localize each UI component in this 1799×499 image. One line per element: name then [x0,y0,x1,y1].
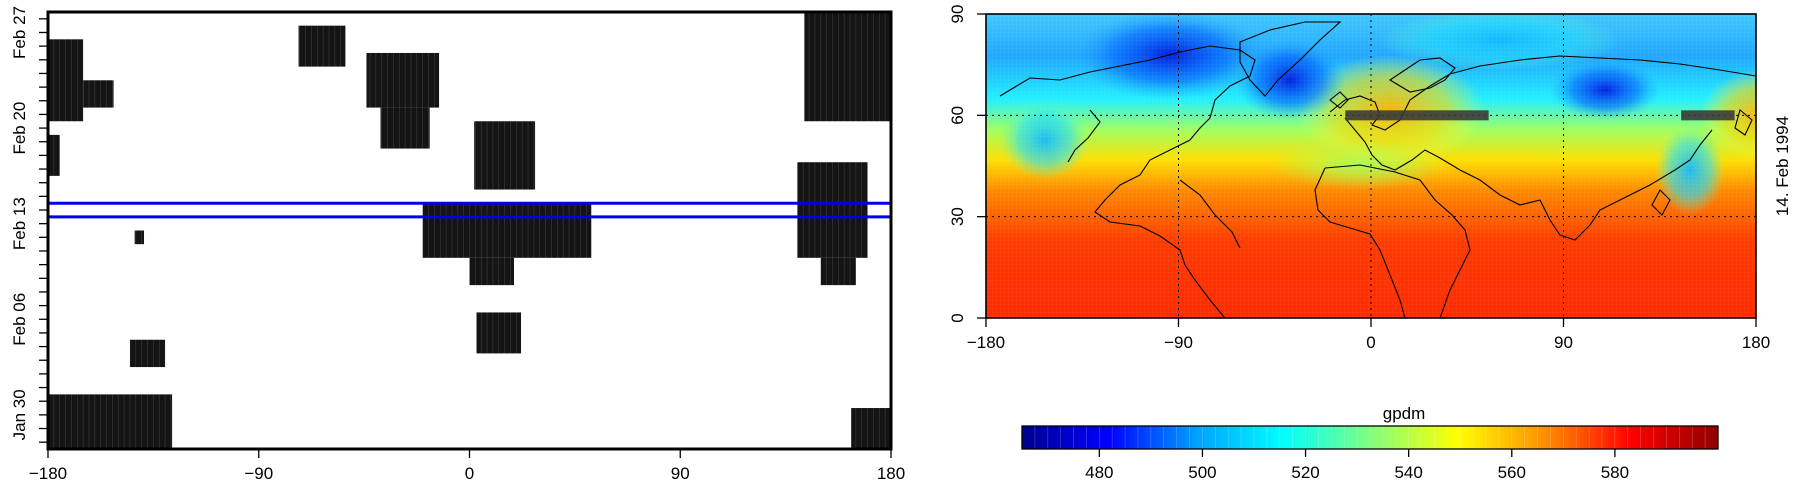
colorbar-frame [1021,425,1719,450]
left-y-tick-label: Feb 06 [10,293,29,346]
blocked-cell-4 [129,339,166,368]
left-y-tick-label: Jan 30 [10,389,29,440]
colorbar: gpdm 480 500 520 540 560 580 [1021,404,1719,482]
map-x-tick-label: 0 [1366,333,1375,352]
left-y-tick-label: Feb 20 [10,102,29,155]
blocked-cell-14 [797,162,868,258]
blocked-cell-5 [48,394,173,449]
map-field [986,14,1756,318]
blocked-cell-10 [422,203,592,258]
left-x-tick-label: 180 [877,464,905,483]
map-x-tick-label: −90 [1164,333,1193,352]
map-panel: −180 −90 0 90 180 0 30 60 90 14. Feb 1994 [948,5,1792,352]
map-x-tick-label: 90 [1554,333,1573,352]
map-y-axis: 0 30 60 90 [948,5,986,323]
blocked-cell-16 [851,408,891,449]
map-x-tick-label: −180 [967,333,1005,352]
left-y-tick-label: Feb 27 [10,6,29,59]
blocked-cell-7 [366,52,440,108]
left-x-tick-label: 90 [671,464,690,483]
blocked-cell-8 [380,107,430,149]
map-y-tick-label: 90 [948,5,967,24]
blocked-cell-12 [476,312,522,354]
colorbar-tick-label: 520 [1291,463,1319,482]
blocked-cell-11 [469,257,514,286]
blocked-bar-1 [1681,110,1735,121]
map-y-tick-label: 60 [948,106,967,125]
left-x-tick-label: −180 [29,464,67,483]
colorbar-tick-label: 480 [1085,463,1113,482]
blocked-cells [48,12,891,449]
colorbar-ramp [1022,426,1718,449]
blocked-cell-6 [298,25,346,67]
blocked-cell-13 [804,12,891,122]
marked-day-lines [48,201,891,219]
map-x-axis: −180 −90 0 90 180 [967,318,1770,352]
colorbar-ticks: 480 500 520 540 560 580 [1085,449,1629,482]
blocked-cell-3 [134,230,145,245]
blocked-bars [1345,110,1735,121]
left-x-tick-label: −90 [244,464,273,483]
blocked-cell-2 [48,134,60,176]
left-x-axis: −180 −90 0 90 180 [29,449,905,483]
map-y-tick-label: 30 [948,207,967,226]
hovmoller-panel: −180 −90 0 90 180 Jan 30 Feb 06 Feb 13 Feb 20 Fe… [10,6,905,483]
colorbar-title: gpdm [1383,404,1426,423]
coastlines [999,21,1756,318]
colorbar-segments [1021,426,1719,449]
map-x-tick-label: 180 [1742,333,1770,352]
map-side-label: 14. Feb 1994 [1773,116,1792,216]
left-x-tick-label: 0 [465,464,474,483]
blocked-cell-0 [48,39,84,122]
colorbar-tick-label: 540 [1394,463,1422,482]
colorbar-tick-label: 500 [1188,463,1216,482]
blocked-bar-0 [1345,110,1489,121]
left-y-tick-label: Feb 13 [10,197,29,250]
map-y-tick-label: 0 [948,313,967,322]
blocked-cell-9 [474,121,536,190]
blocked-cell-1 [83,80,114,108]
left-y-axis: Jan 30 Feb 06 Feb 13 Feb 20 Feb 27 [10,6,48,443]
colorbar-tick-label: 560 [1498,463,1526,482]
colorbar-tick-label: 580 [1601,463,1629,482]
blocked-cell-15 [820,257,856,286]
